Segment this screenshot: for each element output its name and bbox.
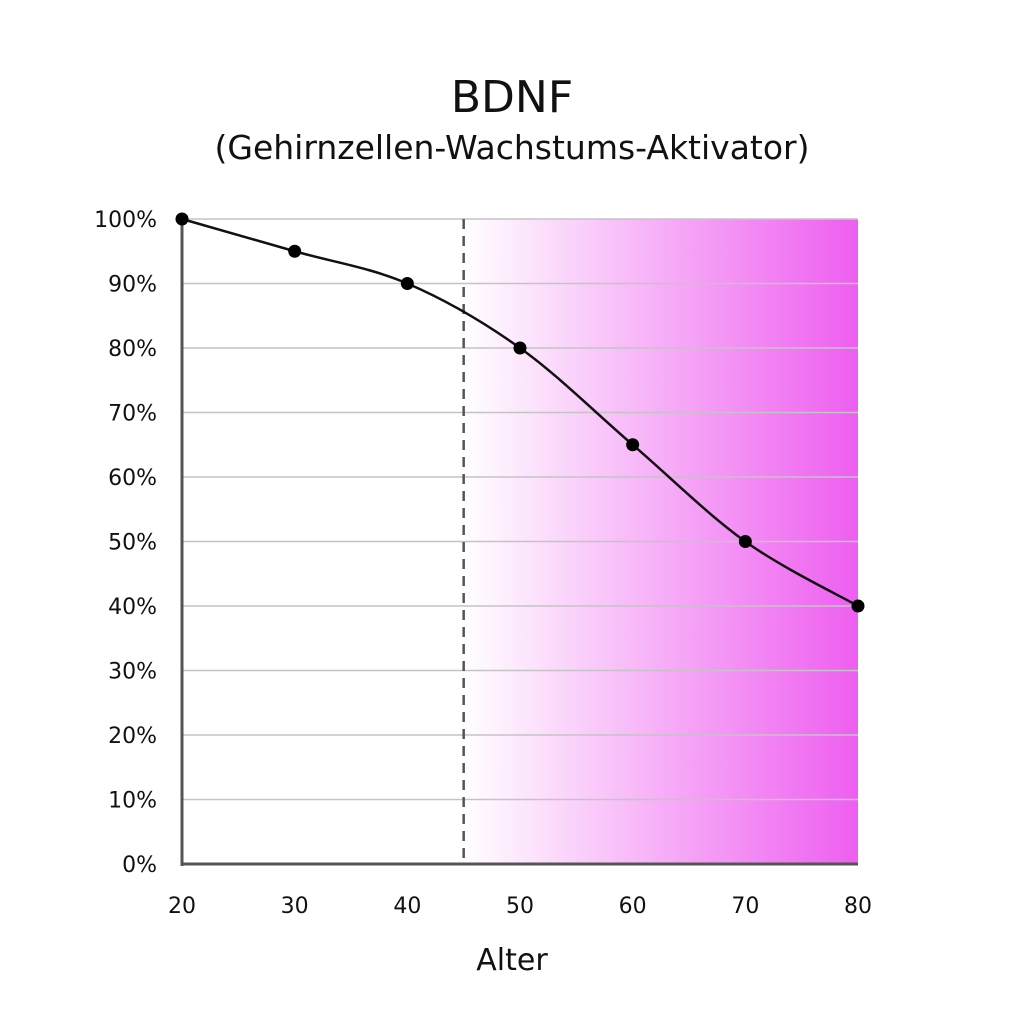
x-tick-label: 70: [731, 894, 759, 919]
x-tick-label: 30: [281, 894, 309, 919]
y-tick-label: 80%: [108, 337, 157, 362]
y-tick-label: 30%: [108, 660, 157, 685]
data-point: [288, 244, 302, 258]
chart-title: BDNF: [450, 72, 574, 123]
x-tick-label: 60: [619, 894, 647, 919]
y-tick-label: 20%: [108, 724, 157, 749]
data-point: [626, 438, 640, 452]
data-point: [513, 341, 527, 355]
chart-subtitle: (Gehirnzellen-Wachstums-Aktivator): [214, 128, 810, 167]
x-tick-label: 50: [506, 894, 534, 919]
y-tick-label: 10%: [108, 789, 157, 814]
y-tick-label: 0%: [122, 853, 157, 878]
y-tick-label: 40%: [108, 595, 157, 620]
x-tick-label: 80: [844, 894, 872, 919]
y-tick-label: 50%: [108, 531, 157, 556]
x-tick-label: 20: [168, 894, 196, 919]
y-tick-label: 90%: [108, 273, 157, 298]
data-point: [738, 535, 752, 548]
x-axis-label: Alter: [476, 943, 548, 978]
y-tick-label: 70%: [108, 402, 157, 427]
data-point: [400, 277, 414, 290]
data-point: [175, 212, 189, 226]
data-point: [851, 599, 865, 613]
y-tick-label: 100%: [94, 208, 157, 233]
x-tick-label: 40: [393, 894, 421, 919]
y-tick-label: 60%: [108, 466, 157, 491]
